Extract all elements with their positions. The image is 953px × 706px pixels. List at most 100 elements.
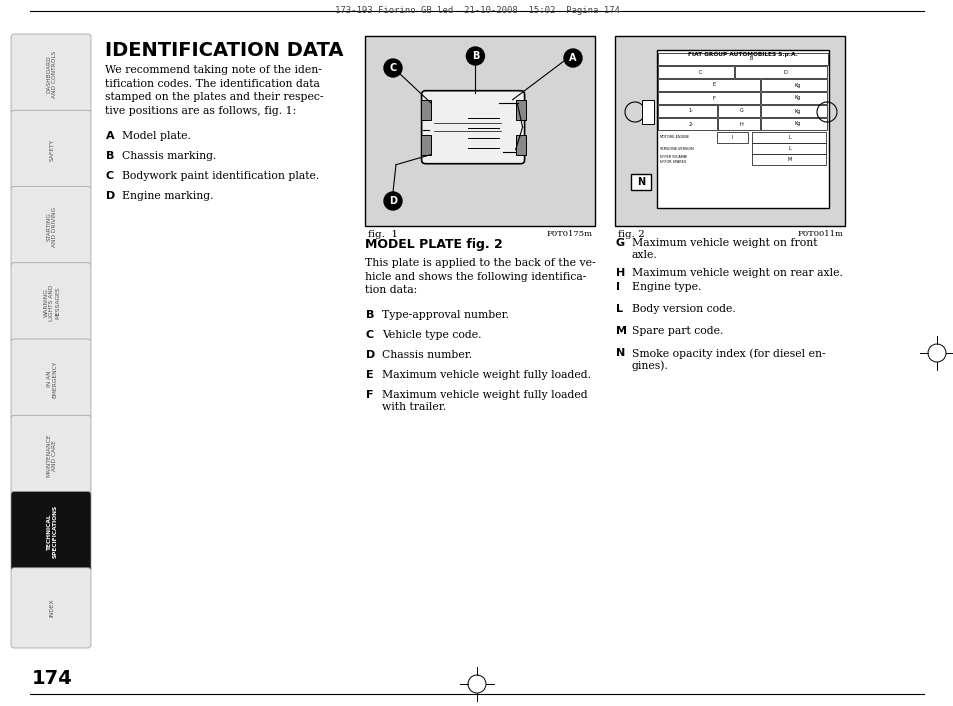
Bar [735, 66, 826, 78]
Bar [615, 36, 844, 226]
Text: G: G [739, 109, 742, 114]
FancyBboxPatch shape [11, 34, 91, 114]
Text: 173-193 Fiorino GB led  21-10-2008  15:02  Pagina 174: 173-193 Fiorino GB led 21-10-2008 15:02 … [335, 6, 618, 15]
Text: H: H [739, 121, 742, 126]
Text: L: L [787, 135, 790, 140]
Text: INDEX: INDEX [50, 599, 54, 617]
Text: WARNING
LIGHTS AND
MESSAGES: WARNING LIGHTS AND MESSAGES [44, 285, 60, 321]
Circle shape [563, 49, 581, 67]
Bar [658, 66, 734, 78]
Text: Model plate.: Model plate. [122, 131, 191, 141]
Text: Chassis number.: Chassis number. [381, 350, 472, 360]
Bar [657, 50, 828, 208]
Text: 2-: 2- [687, 121, 692, 126]
Bar [365, 36, 595, 226]
Text: Type-approval number.: Type-approval number. [381, 310, 509, 320]
Text: Vehicle type code.: Vehicle type code. [381, 330, 481, 340]
Text: F0T0175m: F0T0175m [546, 230, 593, 238]
Bar [641, 100, 654, 124]
Text: B: B [106, 151, 114, 161]
Text: F0T0011m: F0T0011m [797, 230, 842, 238]
Bar [420, 100, 430, 120]
Text: L: L [616, 304, 622, 314]
Text: Smoke opacity index (for diesel en-
gines).: Smoke opacity index (for diesel en- gine… [631, 348, 824, 371]
Text: A: A [106, 131, 114, 141]
Circle shape [384, 192, 401, 210]
Bar [760, 105, 826, 117]
Text: DASHBOARD
AND CONTROLS: DASHBOARD AND CONTROLS [47, 50, 57, 98]
FancyBboxPatch shape [11, 415, 91, 496]
Text: Body version code.: Body version code. [631, 304, 735, 314]
Text: H: H [616, 268, 624, 278]
Text: MAINTENANCE
AND CARE: MAINTENANCE AND CARE [47, 433, 57, 477]
Text: Engine marking.: Engine marking. [122, 191, 213, 201]
FancyBboxPatch shape [11, 568, 91, 648]
Bar [515, 100, 525, 120]
Text: D: D [783, 69, 787, 75]
FancyBboxPatch shape [11, 339, 91, 419]
Text: Maximum vehicle weight fully loaded
with trailer.: Maximum vehicle weight fully loaded with… [381, 390, 587, 412]
Text: Kg: Kg [793, 95, 800, 100]
Text: Chassis marking.: Chassis marking. [122, 151, 216, 161]
Text: F: F [366, 390, 374, 400]
Text: Maximum vehicle weight on rear axle.: Maximum vehicle weight on rear axle. [631, 268, 842, 278]
Text: 1-: 1- [687, 109, 692, 114]
Bar [760, 118, 826, 130]
FancyBboxPatch shape [11, 491, 91, 572]
Text: MODEL PLATE fig. 2: MODEL PLATE fig. 2 [365, 238, 502, 251]
Text: C: C [389, 63, 396, 73]
Bar [420, 135, 430, 155]
Bar [658, 79, 760, 91]
Text: C: C [698, 69, 701, 75]
Bar [760, 79, 826, 91]
Text: N°PER RICAMBI
N°FOR SPARES: N°PER RICAMBI N°FOR SPARES [659, 155, 686, 164]
Text: MOTORE-ENGINE: MOTORE-ENGINE [659, 136, 689, 140]
Text: D: D [389, 196, 396, 206]
Text: I: I [616, 282, 619, 292]
Text: SAFETY: SAFETY [50, 139, 54, 162]
Text: M: M [616, 326, 626, 336]
Bar [751, 132, 824, 143]
Text: Maximum vehicle weight on front
axle.: Maximum vehicle weight on front axle. [631, 238, 817, 260]
Text: D: D [106, 191, 115, 201]
Bar [658, 105, 717, 117]
Bar [718, 105, 760, 117]
Text: VERSIONE-VERSION: VERSIONE-VERSION [659, 147, 694, 150]
Text: fig. 2: fig. 2 [618, 230, 644, 239]
Bar [658, 118, 717, 130]
Bar [751, 154, 824, 165]
Bar [760, 92, 826, 104]
Text: B: B [471, 51, 478, 61]
FancyBboxPatch shape [11, 263, 91, 343]
Text: G: G [616, 238, 624, 248]
Text: IN AN
EMERGENCY: IN AN EMERGENCY [47, 361, 57, 397]
Text: E: E [712, 83, 715, 88]
Text: STARTING
AND DRIVING: STARTING AND DRIVING [47, 207, 57, 246]
Bar [658, 53, 827, 65]
Text: fig.  1: fig. 1 [368, 230, 397, 239]
Bar [658, 92, 760, 104]
Bar [751, 143, 824, 154]
Text: E: E [366, 370, 374, 380]
Circle shape [466, 47, 484, 65]
Text: M: M [786, 157, 791, 162]
Text: Maximum vehicle weight fully loaded.: Maximum vehicle weight fully loaded. [381, 370, 590, 380]
Text: Kg: Kg [793, 121, 800, 126]
Text: N: N [637, 177, 644, 187]
Text: 174: 174 [31, 669, 72, 688]
Text: We recommend taking note of the iden-
tification codes. The identification data
: We recommend taking note of the iden- ti… [105, 65, 323, 116]
Text: This plate is applied to the back of the ve-
hicle and shows the following ident: This plate is applied to the back of the… [365, 258, 595, 295]
Bar [630, 174, 650, 190]
FancyBboxPatch shape [11, 110, 91, 191]
Text: C: C [366, 330, 374, 340]
Text: B: B [366, 310, 374, 320]
Text: Engine type.: Engine type. [631, 282, 700, 292]
Text: Kg: Kg [793, 109, 800, 114]
Text: F: F [712, 95, 715, 100]
Text: L: L [787, 146, 790, 151]
Bar [515, 135, 525, 155]
Text: Bodywork paint identification plate.: Bodywork paint identification plate. [122, 171, 319, 181]
Circle shape [384, 59, 401, 77]
Text: A: A [569, 53, 577, 63]
Text: N: N [616, 348, 624, 358]
